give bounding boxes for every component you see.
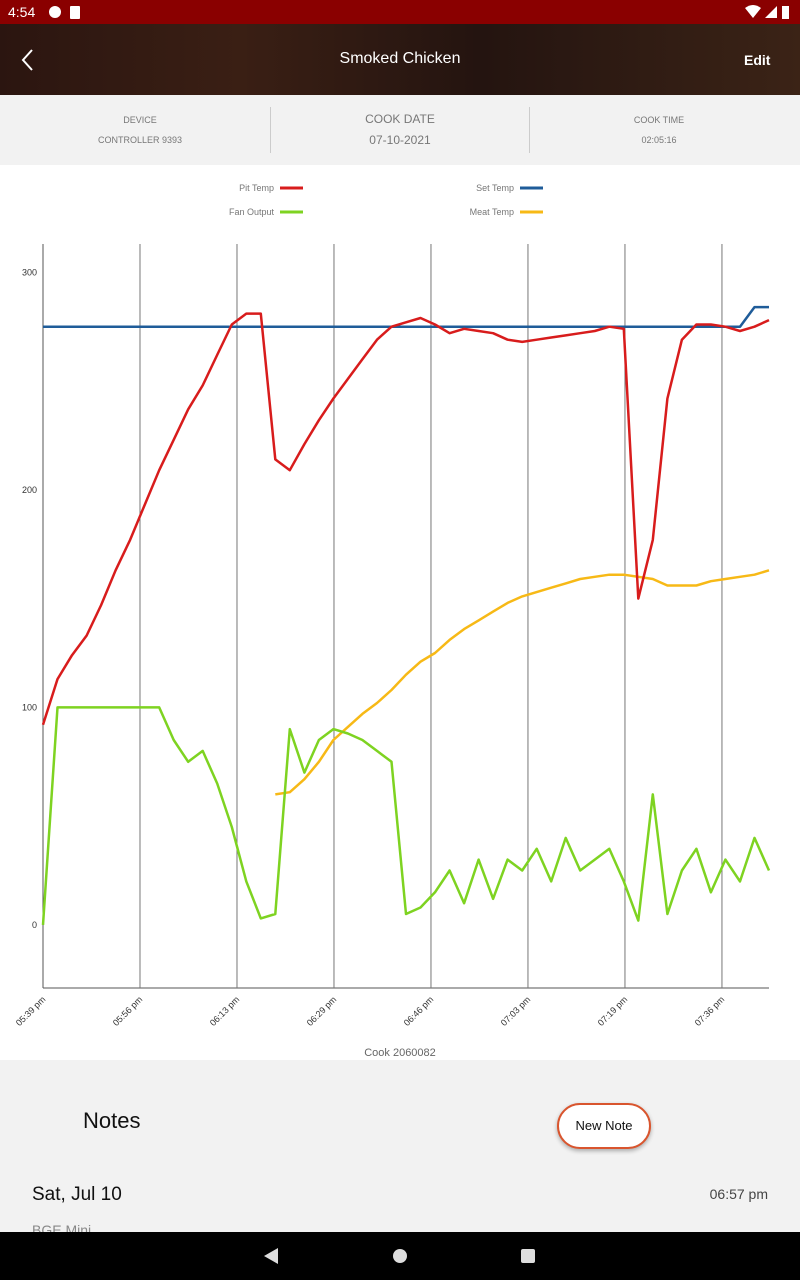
new-note-button[interactable]: New Note	[557, 1103, 651, 1149]
chart: Pit Temp Set Temp Fan Output Meat Temp 0 100 2…	[14, 183, 771, 1059]
edit-button[interactable]: Edit	[744, 52, 771, 68]
nav-bar	[0, 1232, 800, 1280]
y-tick-label: 300	[22, 267, 37, 277]
home[interactable]	[393, 1249, 407, 1263]
info-cell: COOK TIME 02:05:16	[529, 95, 789, 165]
info-bar: DEVICE CONTROLLER 9393 COOK DATE 07-10-202…	[0, 95, 800, 165]
info-label: COOK TIME	[633, 115, 685, 125]
y-tick-label: 100	[22, 702, 37, 712]
legend-label: Pit Temp	[239, 183, 274, 193]
back[interactable]	[264, 1248, 278, 1264]
x-tick-label: 07:19 pm	[596, 994, 630, 1028]
x-axis-label: Cook 2060082	[364, 1047, 436, 1059]
x-tick-label: 07:03 pm	[499, 994, 533, 1028]
y-tick-label: 200	[22, 485, 37, 495]
note-text: BGE Mini	[32, 1222, 92, 1232]
y-tick-label: 0	[32, 920, 37, 930]
info-value: CONTROLLER 9393	[97, 135, 183, 145]
legend-label: Fan Output	[229, 207, 275, 217]
legend-label: Meat Temp	[470, 207, 514, 217]
series-line	[41, 312, 770, 726]
note-time: 06:57 pm	[709, 1186, 768, 1202]
info-label: DEVICE	[123, 115, 157, 125]
notes-section: Notes New Note Sat, Jul 10 06:57 pm BGE …	[0, 1060, 800, 1232]
x-tick-label: 05:56 pm	[111, 994, 145, 1028]
x-tick-label: 07:36 pm	[693, 994, 727, 1028]
series-line	[41, 706, 771, 925]
note-date: Sat, Jul 10	[32, 1184, 122, 1205]
series-line	[43, 305, 769, 328]
series-line	[275, 569, 770, 796]
x-tick-label: 06:46 pm	[402, 994, 436, 1028]
back-button[interactable]	[20, 48, 36, 72]
nav-buttons	[264, 1248, 535, 1264]
info-cell: COOK DATE 07-10-2021	[270, 95, 530, 165]
x-tick-label: 06:13 pm	[208, 994, 242, 1028]
notes-title: Notes	[83, 1108, 141, 1133]
app-bar: Smoked Chicken Edit	[0, 24, 800, 95]
system-icons	[745, 5, 789, 19]
info-value: 07-10-2021	[369, 133, 431, 147]
recents[interactable]	[521, 1249, 535, 1263]
info-value: 02:05:16	[641, 135, 677, 145]
legend-label: Set Temp	[476, 183, 514, 193]
status-bar: 4:54	[0, 0, 800, 24]
status-icons	[49, 6, 80, 19]
clock: 4:54	[8, 4, 36, 20]
info-cell: DEVICE CONTROLLER 9393	[10, 95, 270, 165]
x-tick-label: 06:29 pm	[305, 994, 339, 1028]
x-tick-label: 05:39 pm	[14, 994, 48, 1028]
info-label: COOK DATE	[365, 112, 435, 126]
title: Smoked Chicken	[339, 50, 461, 67]
